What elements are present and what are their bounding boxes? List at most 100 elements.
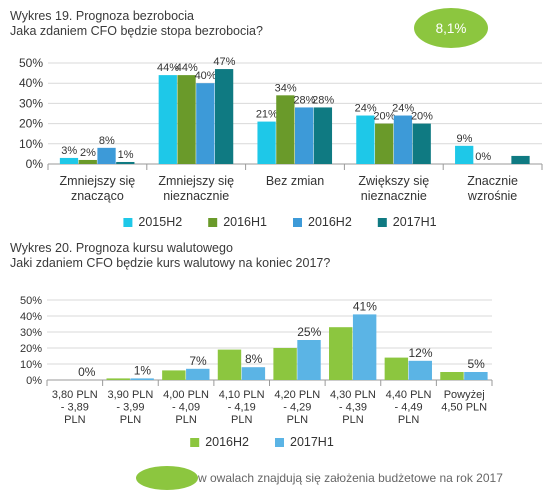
c2-bar — [384, 357, 409, 380]
c2-category-label: 4,10 PLN — [219, 389, 265, 401]
c1-category-label: nieznacznie — [163, 189, 229, 203]
c1-y-tick-label: 50% — [19, 56, 43, 70]
c1-data-label: 40% — [195, 70, 217, 82]
c2-category-label: Powyżej — [444, 389, 485, 401]
unemployment-forecast-chart: 0%10%20%30%40%50%3% 2%8%1%Zmniejszy sięzn… — [19, 56, 543, 229]
c1-bar — [356, 115, 375, 164]
c2-category-label: PLN — [175, 414, 196, 426]
chart1-header: Wykres 19. Prognoza bezrobocia Jaka zdan… — [10, 9, 263, 39]
c2-category-label: 4,30 PLN — [330, 389, 376, 401]
c1-category-label: wzrośnie — [467, 189, 517, 203]
c1-category-label: Zmniejszy się — [158, 174, 234, 188]
c1-bar — [511, 155, 530, 164]
c1-data-label: 34% — [275, 82, 297, 94]
chart1-title: Wykres 19. Prognoza bezrobocia — [10, 9, 195, 23]
c2-category-label: PLN — [120, 414, 141, 426]
c2-bar — [273, 348, 297, 380]
c1-category-label: znacząco — [71, 189, 124, 203]
c1-bar — [276, 95, 295, 164]
c2-category-label: 3,80 PLN — [52, 389, 98, 401]
c1-data-label: 21% — [256, 109, 278, 121]
c1-y-tick-label: 40% — [19, 76, 43, 90]
c2-data-label: 7% — [189, 354, 207, 368]
chart1-question: Jaka zdaniem CFO będzie stopa bezrobocia… — [10, 24, 263, 38]
c2-y-tick-label: 20% — [20, 343, 42, 355]
c1-y-tick-label: 0% — [26, 157, 44, 171]
c1-legend-label: 2016H2 — [308, 215, 352, 229]
c2-bar — [217, 349, 242, 380]
c1-bar — [97, 147, 116, 164]
c1-category-label: Zwiększy się — [358, 174, 429, 188]
c1-bar — [375, 123, 394, 164]
c1-data-label: 20% — [411, 111, 433, 123]
c2-data-label: 1% — [134, 363, 152, 377]
c1-bar — [412, 123, 431, 164]
c2-data-label: 8% — [245, 352, 263, 366]
budget-assumption-legend-oval — [136, 466, 198, 490]
c1-bar — [313, 107, 333, 164]
c2-category-label: 4,40 PLN — [386, 389, 432, 401]
c2-data-label: 12% — [409, 346, 433, 360]
c1-bar — [177, 75, 196, 164]
budget-assumption-badge: 8,1% — [414, 8, 488, 48]
c2-bar — [186, 368, 210, 380]
c1-bar — [257, 121, 276, 164]
c1-y-tick-label: 10% — [19, 137, 43, 151]
c1-legend-swatch — [377, 218, 387, 227]
c1-data-label: 24% — [392, 103, 414, 115]
c2-y-tick-label: 50% — [20, 295, 42, 307]
c2-y-tick-label: 40% — [20, 311, 42, 323]
c1-bar — [455, 145, 474, 164]
c2-category-label: - 4,49 — [394, 402, 422, 414]
c1-data-label: 28% — [293, 94, 315, 106]
c2-category-label: 4,20 PLN — [274, 389, 320, 401]
c2-category-label: - 4,19 — [228, 402, 256, 414]
c1-legend-label: 2017H1 — [393, 215, 437, 229]
c1-bar — [116, 161, 135, 164]
c1-data-label: 20% — [373, 111, 395, 123]
c2-legend-swatch — [275, 438, 284, 447]
c1-bar — [59, 157, 79, 164]
c2-category-label: PLN — [287, 414, 308, 426]
c2-y-tick-label: 30% — [20, 327, 42, 339]
c1-bar — [196, 83, 215, 164]
c1-category-label: Zmniejszy się — [60, 174, 136, 188]
c2-category-label: PLN — [231, 414, 252, 426]
c2-category-label: - 3,99 — [116, 402, 144, 414]
c1-y-tick-label: 20% — [19, 117, 43, 131]
c1-legend-label: 2016H1 — [223, 215, 267, 229]
c1-bar — [158, 75, 177, 164]
c1-data-label: 44% — [157, 62, 179, 74]
c1-legend-swatch — [293, 218, 302, 227]
c2-bar — [329, 327, 353, 380]
c2-category-label: - 3,89 — [61, 402, 89, 414]
c1-data-label: 3% — [61, 145, 77, 157]
c1-bar — [393, 115, 413, 164]
c2-category-label: - 4,29 — [283, 402, 311, 414]
c2-data-label: 25% — [297, 325, 321, 339]
c1-data-label: 1% — [118, 149, 134, 161]
c1-data-label: 8% — [99, 135, 115, 147]
c2-legend-label: 2017H1 — [290, 435, 334, 449]
c2-data-label: 41% — [353, 299, 377, 313]
c2-category-label: - 4,09 — [172, 402, 200, 414]
c2-category-label: 4,50 PLN — [441, 402, 487, 414]
c2-category-label: PLN — [342, 414, 363, 426]
c1-legend-swatch — [208, 218, 218, 227]
c1-data-label: 0% — [475, 151, 491, 163]
c2-bar — [130, 378, 154, 380]
chart2-header: Wykres 20. Prognoza kursu walutowego Jak… — [10, 241, 330, 271]
c2-y-tick-label: 10% — [20, 359, 42, 371]
c2-legend-label: 2016H2 — [205, 435, 249, 449]
c1-bar — [295, 107, 314, 164]
c2-bar — [352, 314, 377, 380]
c1-data-label: 28% — [312, 94, 334, 106]
c2-bar — [440, 372, 464, 380]
chart2-question: Jaki zdaniem CFO będzie kurs walutowy na… — [10, 256, 331, 270]
c2-bar — [106, 378, 130, 380]
c2-y-tick-label: 0% — [26, 375, 42, 387]
c1-data-label: 24% — [355, 103, 377, 115]
c2-legend-swatch — [190, 438, 200, 447]
